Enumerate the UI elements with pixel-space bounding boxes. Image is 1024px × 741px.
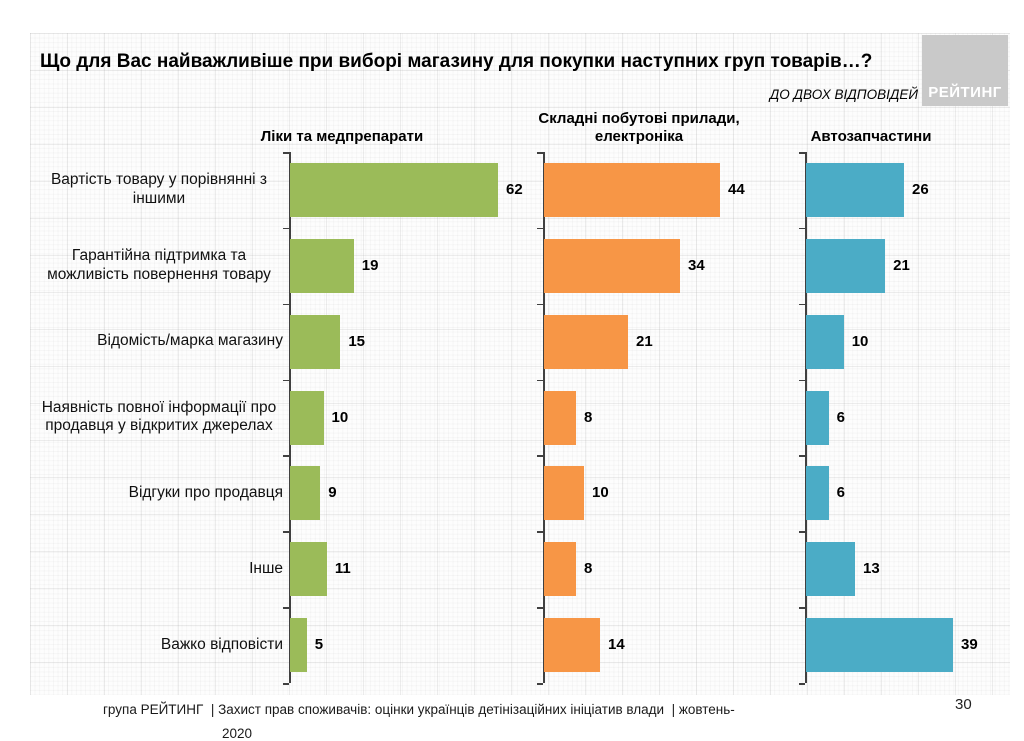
series-header: Складні побутові прилади, електроніка [538,110,740,145]
bar-2-6 [806,618,954,673]
bar-1-2 [544,314,628,369]
axis-tick [283,531,289,533]
axis-tick [537,152,543,154]
category-label-text: Гарантійна підтримка та можливість повер… [47,246,271,283]
axis-tick [283,303,289,306]
bar-1-3 [544,390,576,445]
value-axis-line [543,152,545,683]
bar-value-label: 8 [584,560,593,578]
axis-tick [283,379,289,382]
slide-background: Що для Вас найважливіше при виборі магаз… [30,33,1010,695]
axis-tick [537,303,543,306]
axis-tick [799,531,805,533]
axis-tick [283,607,289,609]
value-axis-line [289,152,291,683]
bar-0-5 [290,542,327,597]
bar-value-label: 19 [361,256,379,274]
axis-tick [537,531,543,533]
axis-tick [537,683,543,685]
bar-value-label: 10 [592,484,609,502]
bar-value-label: 5 [314,636,324,654]
series-header: Автозапчастини [810,127,932,145]
bar-1-5 [544,542,576,597]
value-axis-line [805,152,807,683]
axis-tick [537,455,543,457]
category-label: Гарантійна підтримка та можливість повер… [35,228,283,304]
series-header: Ліки та медпрепарати [260,127,424,145]
bar-2-4 [806,466,829,521]
axis-tick [283,683,289,685]
bar-0-1 [290,238,354,293]
chart-note: ДО ДВОХ ВІДПОВІДЕЙ [769,87,918,102]
category-label: Відгуки про продавця [35,455,283,531]
category-label: Наявність повної інформації про продавця… [35,380,283,456]
bar-0-4 [290,466,321,521]
category-label: Відомість/марка магазину [35,304,283,380]
category-label: Вартість товару у порівнянні з іншими [35,152,283,228]
bar-value-label: 14 [608,636,625,654]
axis-tick [283,227,289,230]
bar-value-label: 26 [912,180,929,198]
bar-1-6 [544,618,600,673]
bar-value-label: 21 [636,332,653,350]
bar-value-label: 21 [893,256,910,274]
category-label-text: Відгуки про продавця [128,483,283,501]
footer-source-text: група РЕЙТИНГ | Захист прав споживачів: … [103,702,735,717]
category-label-text: Важко відповісти [160,635,283,653]
bar-0-2 [290,314,341,369]
bar-value-label: 8 [584,408,593,426]
bar-0-6 [290,618,307,673]
category-label: Важко відповісти [35,607,283,683]
axis-tick [799,683,805,685]
bar-1-1 [544,238,680,293]
category-label-text: Відомість/марка магазину [97,332,283,350]
footer-source-text-line2: 2020 [222,726,253,741]
bar-value-label: 9 [328,484,337,502]
bar-value-label: 39 [961,636,978,654]
bar-value-label: 15 [348,332,365,350]
bar-1-4 [544,466,584,521]
bar-value-label: 34 [688,256,705,274]
bar-2-0 [806,162,905,217]
bar-1-0 [544,162,720,217]
bar-value-label: 6 [836,484,845,502]
bar-value-label: 62 [506,180,523,198]
axis-tick [799,607,805,609]
bar-0-0 [290,162,498,217]
bar-value-label: 11 [334,560,351,578]
axis-tick [283,455,289,457]
axis-tick [537,227,543,230]
axis-tick [799,303,805,306]
bar-2-2 [806,314,844,369]
rating-group-logo-text: РЕЙТИНГ [928,84,1002,101]
axis-tick [799,152,805,154]
bar-2-1 [806,238,886,293]
bar-value-label: 13 [863,560,880,578]
bar-value-label: 6 [836,408,845,426]
bar-value-label: 10 [331,408,349,426]
category-label-text: Інше [249,559,283,577]
axis-tick [537,607,543,609]
axis-tick [799,455,805,457]
bar-value-label: 10 [851,332,869,350]
axis-tick [799,227,805,230]
bar-0-3 [290,390,324,445]
bar-2-3 [806,390,829,445]
bar-value-label: 44 [728,180,745,198]
axis-tick [537,379,543,382]
axis-tick [799,379,805,382]
category-label-text: Вартість товару у порівнянні з іншими [50,171,268,207]
page-number: 30 [955,696,972,713]
category-label-text: Наявність повної інформації про продавця… [41,398,277,435]
rating-group-logo: РЕЙТИНГ [922,35,1008,106]
bar-2-5 [806,542,855,597]
category-label: Інше [35,531,283,607]
chart-title: Що для Вас найважливіше при виборі магаз… [40,51,873,72]
axis-tick [283,152,289,154]
